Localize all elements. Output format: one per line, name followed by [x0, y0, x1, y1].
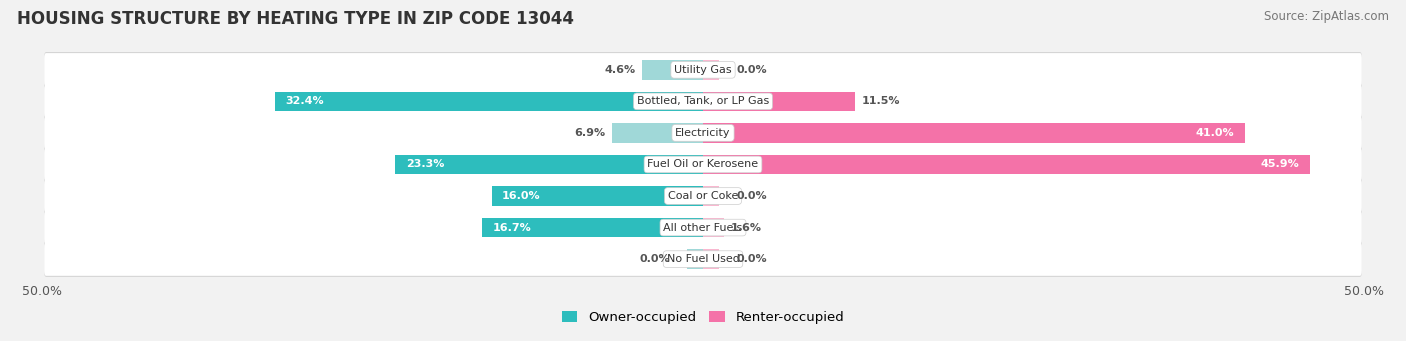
FancyBboxPatch shape — [44, 84, 1362, 119]
FancyBboxPatch shape — [44, 148, 1362, 181]
Text: 0.0%: 0.0% — [737, 65, 766, 75]
Text: 0.0%: 0.0% — [737, 191, 766, 201]
Text: 1.6%: 1.6% — [731, 223, 762, 233]
Bar — [703, 218, 724, 237]
Text: Source: ZipAtlas.com: Source: ZipAtlas.com — [1264, 10, 1389, 23]
Text: 6.9%: 6.9% — [574, 128, 605, 138]
Legend: Owner-occupied, Renter-occupied: Owner-occupied, Renter-occupied — [561, 311, 845, 324]
FancyBboxPatch shape — [44, 116, 1362, 150]
Bar — [703, 123, 1244, 143]
Bar — [612, 123, 703, 143]
Text: No Fuel Used: No Fuel Used — [666, 254, 740, 264]
FancyBboxPatch shape — [44, 85, 1362, 118]
Text: HOUSING STRUCTURE BY HEATING TYPE IN ZIP CODE 13044: HOUSING STRUCTURE BY HEATING TYPE IN ZIP… — [17, 10, 574, 28]
Text: 4.6%: 4.6% — [605, 65, 636, 75]
Bar — [492, 186, 703, 206]
Bar — [482, 218, 703, 237]
Bar — [688, 249, 703, 269]
Text: Coal or Coke: Coal or Coke — [668, 191, 738, 201]
FancyBboxPatch shape — [44, 178, 1362, 214]
FancyBboxPatch shape — [44, 211, 1362, 244]
Text: Electricity: Electricity — [675, 128, 731, 138]
FancyBboxPatch shape — [44, 53, 1362, 87]
Text: All other Fuels: All other Fuels — [664, 223, 742, 233]
Bar — [703, 60, 718, 79]
Text: 0.0%: 0.0% — [640, 254, 669, 264]
Text: 45.9%: 45.9% — [1260, 160, 1299, 169]
Text: 11.5%: 11.5% — [862, 97, 900, 106]
FancyBboxPatch shape — [44, 52, 1362, 88]
Text: 16.7%: 16.7% — [494, 223, 531, 233]
Bar — [395, 155, 703, 174]
Text: Utility Gas: Utility Gas — [675, 65, 731, 75]
Bar — [703, 186, 718, 206]
Text: Fuel Oil or Kerosene: Fuel Oil or Kerosene — [647, 160, 759, 169]
FancyBboxPatch shape — [44, 242, 1362, 276]
FancyBboxPatch shape — [44, 241, 1362, 277]
Text: Bottled, Tank, or LP Gas: Bottled, Tank, or LP Gas — [637, 97, 769, 106]
FancyBboxPatch shape — [44, 210, 1362, 245]
FancyBboxPatch shape — [44, 179, 1362, 213]
FancyBboxPatch shape — [44, 147, 1362, 182]
Text: 23.3%: 23.3% — [405, 160, 444, 169]
Text: 32.4%: 32.4% — [285, 97, 323, 106]
Bar — [643, 60, 703, 79]
Bar — [703, 92, 855, 111]
Text: 41.0%: 41.0% — [1195, 128, 1234, 138]
Text: 0.0%: 0.0% — [737, 254, 766, 264]
FancyBboxPatch shape — [44, 115, 1362, 151]
Bar — [274, 92, 703, 111]
Bar — [703, 249, 718, 269]
Text: 16.0%: 16.0% — [502, 191, 541, 201]
Bar — [703, 155, 1309, 174]
